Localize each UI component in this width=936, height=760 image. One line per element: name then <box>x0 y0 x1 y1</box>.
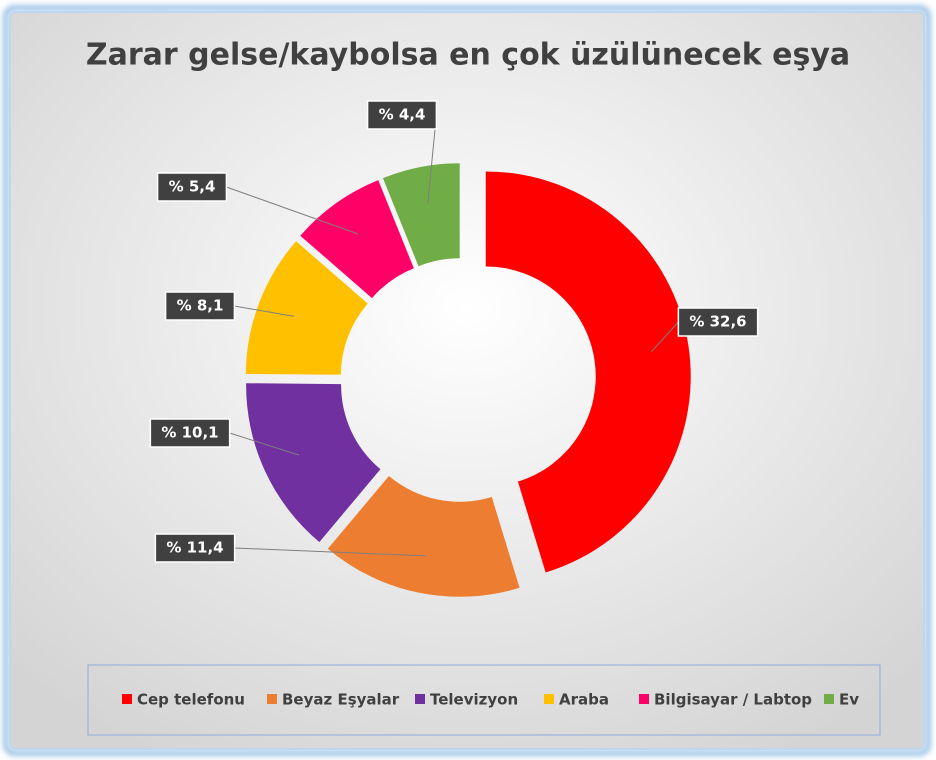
legend-label: Bilgisayar / Labtop <box>654 691 812 709</box>
data-label: % 5,4 <box>169 178 216 196</box>
data-label: % 4,4 <box>379 106 426 124</box>
legend-swatch <box>122 694 132 704</box>
label-box <box>154 533 236 563</box>
legend-swatch <box>824 694 834 704</box>
donut-segment <box>485 171 691 573</box>
label-box <box>677 307 759 337</box>
label-box <box>164 291 236 321</box>
leader-line <box>229 432 300 456</box>
data-label: % 32,6 <box>689 313 746 331</box>
legend-swatch <box>415 694 425 704</box>
leader-line <box>427 114 437 204</box>
legend-label: Ev <box>839 691 859 709</box>
data-label: % 8,1 <box>177 297 224 315</box>
legend-box <box>87 664 881 736</box>
frame-glow <box>3 5 931 756</box>
legend-label: Televizyon <box>430 691 518 709</box>
legend-label: Beyaz Eşyalar <box>282 691 400 709</box>
label-box <box>156 172 228 202</box>
donut-segment <box>300 180 414 299</box>
legend-swatch <box>267 694 277 704</box>
label-box <box>149 418 231 448</box>
chart-title: Zarar gelse/kaybolsa en çok üzülünecek e… <box>86 38 850 73</box>
leader-line <box>234 305 295 317</box>
data-label: % 11,4 <box>166 539 223 557</box>
label-box <box>366 100 438 130</box>
legend-swatch <box>544 694 554 704</box>
donut-segment <box>245 241 368 375</box>
donut-segment <box>327 476 520 597</box>
data-label: % 10,1 <box>161 424 218 442</box>
leader-line <box>651 321 679 353</box>
leader-line <box>226 186 358 235</box>
donut-segment <box>246 383 381 543</box>
leader-line <box>234 547 427 557</box>
legend-swatch <box>639 694 649 704</box>
legend-label: Cep telefonu <box>137 691 245 709</box>
legend-label: Araba <box>559 691 609 709</box>
donut-segment <box>382 163 460 267</box>
chart-area <box>9 11 925 750</box>
